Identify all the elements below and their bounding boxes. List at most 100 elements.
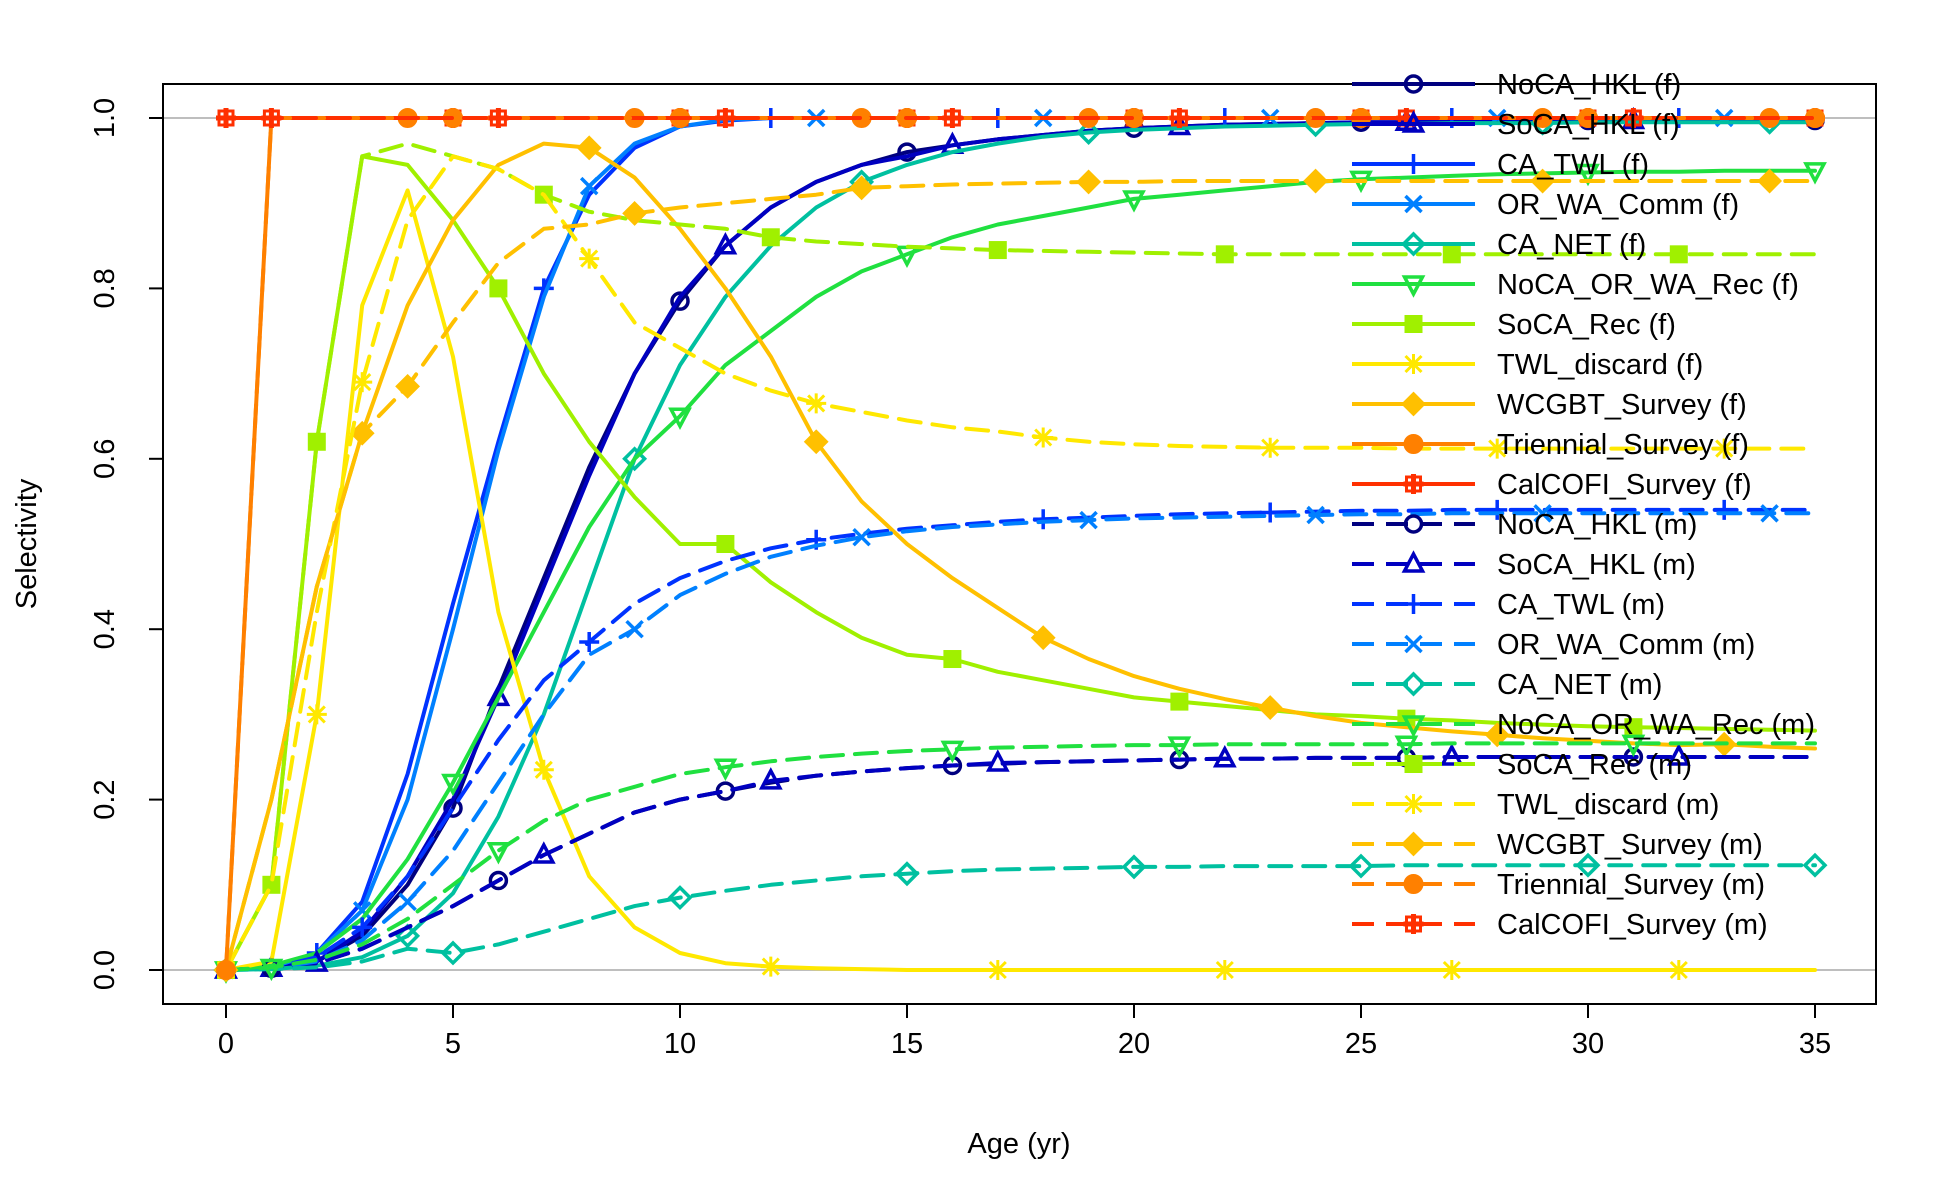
data-point (1394, 735, 1419, 758)
x-tick-label: 10 (664, 1028, 696, 1060)
data-point (1121, 854, 1147, 880)
data-point (579, 176, 599, 196)
legend-entry: NoCA_OR_WA_Rec (m) (1352, 709, 1815, 741)
data-point (1668, 960, 1689, 980)
data-point (216, 108, 236, 128)
y-tick-label: 0.4 (89, 609, 121, 649)
data-point (261, 108, 282, 128)
legend-label: CA_TWL (m) (1497, 589, 1665, 621)
legend-label: CalCOFI_Survey (m) (1497, 909, 1768, 941)
data-point (668, 407, 692, 430)
y-tick-label: 0.2 (89, 779, 121, 819)
data-point (942, 108, 963, 128)
data-point (806, 393, 827, 414)
data-point (579, 631, 600, 652)
data-point (352, 901, 372, 920)
legend-label: TWL_discard (m) (1497, 789, 1719, 821)
data-point (1484, 722, 1510, 748)
legend-marker (1404, 194, 1423, 214)
data-point (715, 108, 736, 128)
legend-marker (1401, 831, 1426, 857)
data-point (667, 885, 693, 911)
data-point (1487, 438, 1508, 459)
legend-entry: SoCA_Rec (m) (1352, 749, 1692, 781)
series-wcgbt-survey-m (213, 168, 1817, 983)
legend-marker (1403, 874, 1424, 894)
legend-label: TWL_discard (f) (1497, 349, 1703, 381)
data-point (943, 650, 962, 669)
data-point (713, 758, 738, 781)
legend-entry: NoCA_HKL (m) (1352, 509, 1697, 541)
legend-label: CalCOFI_Survey (f) (1497, 469, 1752, 501)
data-point (1575, 852, 1601, 878)
data-point (531, 841, 556, 864)
legend-marker (1403, 354, 1424, 374)
x-tick-label: 5 (445, 1028, 461, 1060)
data-point (1576, 163, 1600, 187)
x-tick-label: 0 (218, 1028, 234, 1060)
legend-entry: CalCOFI_Survey (f) (1352, 469, 1752, 501)
y-tick-label: 0.6 (89, 439, 121, 479)
legend-entry: NoCA_OR_WA_Rec (f) (1352, 269, 1799, 301)
x-tick-label: 20 (1118, 1028, 1150, 1060)
legend: NoCA_HKL (f) SoCA_HKL (f) CA_TWL (f) OR_WA_… (1352, 69, 1815, 941)
data-point (486, 683, 511, 707)
data-point (760, 956, 781, 977)
legend-entry: SoCA_Rec (f) (1352, 309, 1676, 341)
data-point (486, 841, 511, 865)
data-point (1803, 162, 1827, 185)
data-point (988, 241, 1007, 260)
legend-label: OR_WA_Comm (f) (1497, 189, 1739, 221)
data-point (488, 108, 509, 128)
legend-entry: TWL_discard (m) (1352, 789, 1719, 821)
legend-label: NoCA_OR_WA_Rec (f) (1497, 269, 1799, 301)
data-point (1033, 509, 1054, 530)
legend-entry: CA_NET (f) (1352, 229, 1646, 261)
legend-label: Triennial_Survey (m) (1497, 869, 1765, 901)
legend-marker (1401, 275, 1426, 298)
y-axis: 0.0 0.2 0.4 0.6 0.8 1.0 (89, 98, 164, 990)
series-twl-discard-f (216, 188, 1817, 980)
legend-entry: SoCA_HKL (f) (1352, 109, 1680, 141)
data-point (488, 870, 509, 891)
data-point (489, 279, 508, 298)
x-tick-label: 30 (1572, 1028, 1604, 1060)
data-point (1076, 120, 1102, 145)
series-line (224, 755, 1817, 972)
series-line (224, 507, 1817, 972)
data-point (216, 960, 236, 980)
data-point (1122, 190, 1146, 213)
series-layer (213, 106, 1828, 984)
data-point (622, 201, 648, 226)
legend-marker (1401, 391, 1426, 417)
data-point (440, 940, 466, 966)
data-point (1348, 853, 1374, 879)
legend-label: SoCA_Rec (f) (1497, 309, 1676, 341)
legend-label: SoCA_HKL (m) (1497, 549, 1696, 581)
data-point (395, 373, 421, 399)
legend-marker (1401, 231, 1426, 257)
legend-label: CA_NET (m) (1497, 669, 1662, 701)
legend-label: NoCA_OR_WA_Rec (m) (1497, 709, 1815, 741)
data-point (670, 291, 690, 311)
data-point (1257, 695, 1283, 720)
legend-entry: WCGBT_Survey (f) (1352, 389, 1747, 421)
data-point (1033, 427, 1054, 448)
legend-marker (1404, 315, 1423, 333)
data-point (1079, 510, 1098, 530)
data-point (1760, 504, 1779, 523)
legend-marker (1401, 715, 1426, 738)
data-point (625, 619, 644, 639)
legend-label: Triennial_Survey (f) (1497, 429, 1749, 461)
data-point (940, 740, 965, 764)
x-tick-label: 35 (1799, 1028, 1831, 1060)
legend-marker (1403, 474, 1424, 494)
legend-marker (1401, 110, 1426, 133)
data-point (579, 248, 600, 269)
data-point (1076, 169, 1102, 195)
data-point (576, 135, 602, 161)
data-point (1215, 245, 1234, 264)
data-point (306, 704, 327, 725)
legend-marker (1403, 594, 1424, 614)
legend-marker (1401, 671, 1426, 697)
